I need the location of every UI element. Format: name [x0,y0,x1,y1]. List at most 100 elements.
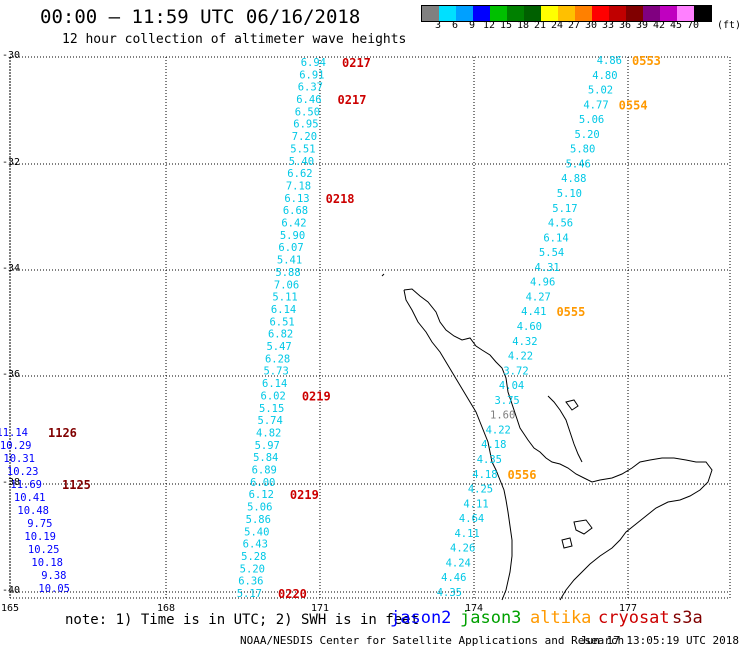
legend-swatch [592,6,609,21]
swh-value: 4.82 [256,427,281,439]
swh-value: 5.20 [574,129,599,141]
coromandel [547,395,583,463]
swh-value: 4.24 [446,557,471,569]
swh-value: 6.14 [262,378,287,390]
lat-tick: -34 [2,263,21,274]
legend-swatch [626,6,643,21]
swh-value: 6.28 [265,353,290,365]
swh-value: 5.88 [275,267,300,279]
legend-label: 42 [652,20,666,31]
swh-value: 10.05 [38,583,70,595]
time-label: 0553 [632,54,661,68]
time-label: 1125 [62,478,91,492]
swh-value: 5.74 [258,415,283,427]
island [561,537,573,549]
swh-value: 5.51 [290,143,315,155]
swh-value: 3.72 [503,365,528,377]
swh-value: 6.46 [296,94,321,106]
swh-value: 4.22 [508,351,533,363]
swh-value: 6.37 [298,82,323,94]
lat-tick: -38 [2,477,21,488]
swh-value: 5.73 [263,366,288,378]
swh-value: 10.29 [0,440,32,452]
swh-value: 4.31 [534,262,559,274]
legend-label: 21 [533,20,547,31]
lat-tick: -40 [2,585,21,596]
swh-value: 4.77 [583,99,608,111]
swh-value: 4.22 [486,424,511,436]
satellite-label-jason2: jason2 [390,608,452,628]
swh-value: 10.19 [24,531,56,543]
swh-value: 4.86 [597,55,622,67]
swh-value: 5.86 [246,514,271,526]
legend-label: 70 [686,20,700,31]
lat-tick: -30 [2,50,21,61]
legend-swatch [456,6,473,21]
legend-label: 18 [516,20,530,31]
island [573,519,593,535]
swh-value: 6.13 [284,193,309,205]
swh-value: 5.28 [241,551,266,563]
legend-swatch [575,6,592,21]
swh-value: 5.02 [588,85,613,97]
swh-value: 5.47 [266,341,291,353]
legend-label: 36 [618,20,632,31]
swh-value: 6.12 [249,489,274,501]
time-label: 1126 [48,426,77,440]
swh-value: 9.75 [27,518,52,530]
legend-swatch [660,6,677,21]
swh-value: 4.25 [468,484,493,496]
lat-tick: -36 [2,369,21,380]
satellite-label-jason3: jason3 [460,608,522,628]
legend-label: 24 [550,20,564,31]
island [565,399,579,411]
grid [9,56,731,599]
swh-value: 3.75 [494,395,519,407]
satellite-label-s3a: s3a [672,608,703,628]
swh-value: 5.97 [255,440,280,452]
swh-value: 6.62 [287,168,312,180]
footnote: note: 1) Time is in UTC; 2) SWH is in fe… [65,612,420,628]
swh-value: 6.68 [283,205,308,217]
legend-swatch [490,6,507,21]
legend-label: 39 [635,20,649,31]
legend-label: 27 [567,20,581,31]
north-island-coast [381,273,713,601]
swh-value: 4.11 [463,498,488,510]
swh-value: 5.90 [280,230,305,242]
swh-value: 5.06 [579,114,604,126]
swh-value: 5.17 [237,588,262,600]
legend-swatch [422,6,439,21]
timestamp: Jun 17 13:05:19 UTC 2018 [580,634,739,647]
swh-value: 1.60 [490,410,515,422]
swh-value: 4.04 [499,380,524,392]
legend-unit: (ft) [717,20,740,31]
map-frame [9,56,731,599]
swh-value: 6.91 [299,69,324,81]
swh-value: 5.80 [570,144,595,156]
time-label: 0217 [338,93,367,107]
swh-value: 4.88 [561,173,586,185]
legend-label: 3 [434,20,442,31]
page-title: 00:00 – 11:59 UTC 06/16/2018 [40,6,361,28]
swh-value: 6.43 [243,539,268,551]
time-label: 0219 [290,488,319,502]
legend-swatch [558,6,575,21]
time-label: 0554 [619,98,648,112]
swh-value: 5.46 [566,158,591,170]
swh-value: 4.96 [530,277,555,289]
swh-value: 4.56 [548,218,573,230]
time-label: 0220 [278,587,307,601]
satellite-label-cryosat: cryosat [598,608,670,628]
legend-swatch [524,6,541,21]
swh-value: 5.15 [259,403,284,415]
swh-value: 7.20 [292,131,317,143]
swh-value: 4.80 [592,70,617,82]
swh-value: 4.18 [472,469,497,481]
swh-value: 10.18 [31,557,63,569]
swh-value: 5.06 [247,502,272,514]
swh-value: 6.07 [278,242,303,254]
swh-value: 6.82 [268,329,293,341]
lon-tick: 168 [156,603,176,614]
